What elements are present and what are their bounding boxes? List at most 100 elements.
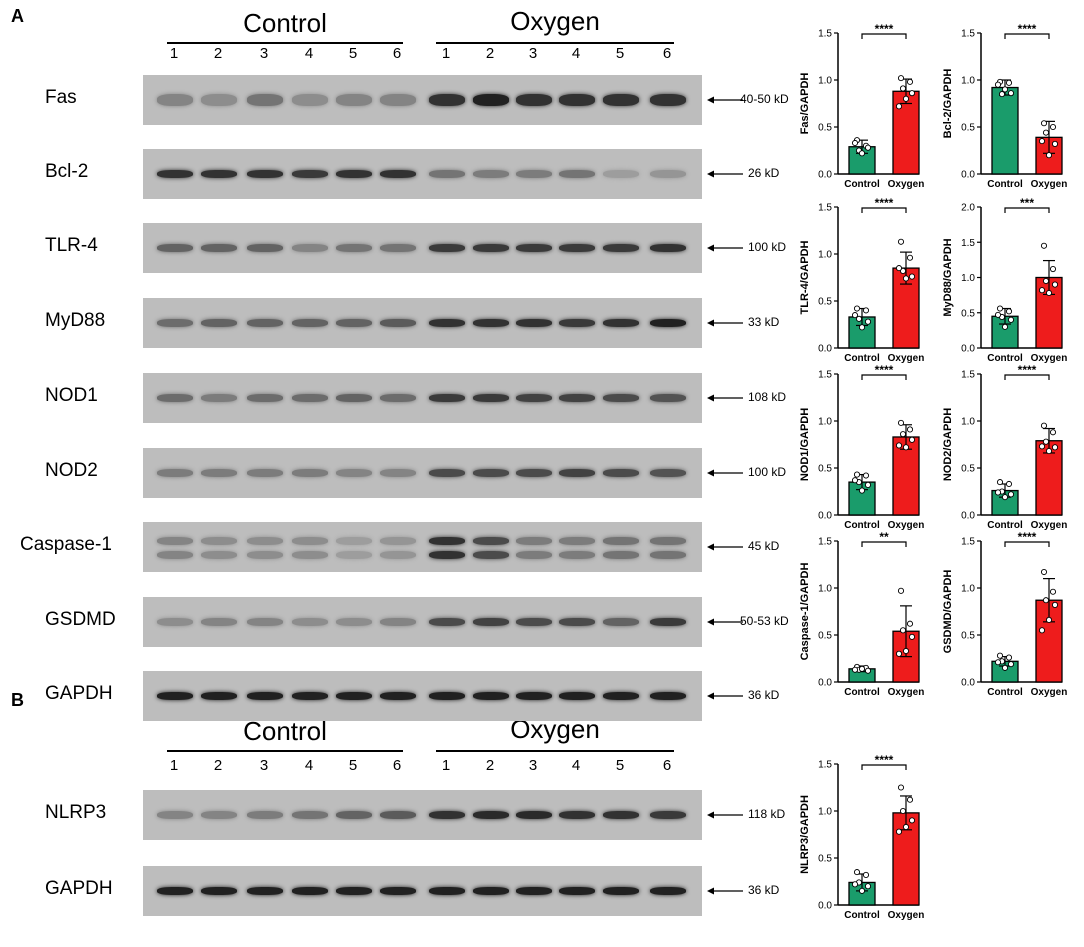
- data-point: [851, 477, 859, 484]
- data-point: [864, 481, 872, 488]
- y-axis-label: TLR-4/GAPDH: [799, 240, 811, 314]
- blot-band: [247, 537, 283, 545]
- protein-label: GAPDH: [45, 878, 113, 899]
- y-tick-label: 0.5: [961, 631, 975, 642]
- group-line-oxygen: [436, 42, 674, 44]
- blot-band: [516, 551, 552, 559]
- blot-band: [336, 319, 372, 327]
- lane-number: 6: [392, 757, 402, 774]
- blot-band: [336, 94, 372, 106]
- data-point: [1038, 138, 1046, 145]
- blot-band: [292, 692, 328, 700]
- significance-label: ****: [1018, 363, 1037, 377]
- data-point: [902, 275, 910, 282]
- bar-chart: 0.0 0.5 1.0 1.5 NOD2/GAPDH Control Oxygen ****: [942, 363, 1067, 531]
- data-point: [1040, 568, 1048, 576]
- lane-number: 6: [662, 45, 672, 62]
- blot-band: [201, 811, 237, 819]
- protein-label: TLR-4: [45, 235, 98, 256]
- bar-chart: 0.0 0.5 1.0 1.5 Bcl-2/GAPDH Control Oxygen ****: [942, 22, 1067, 190]
- lane-number: 2: [485, 45, 495, 62]
- blot-band: [157, 94, 193, 106]
- data-point: [858, 665, 866, 672]
- blot-strip: [143, 790, 702, 840]
- data-point: [1007, 316, 1015, 323]
- data-point: [1040, 422, 1048, 429]
- y-tick-label: 0.0: [818, 344, 832, 355]
- data-point: [851, 139, 859, 147]
- bar-chart: 0.0 0.5 1.0 1.5 2.0 MyD88/GAPDH Control Oxygen *…: [942, 196, 1067, 364]
- blot-band: [201, 319, 237, 327]
- blot-strip: [143, 597, 702, 647]
- data-point: [858, 324, 866, 331]
- blot-band: [516, 94, 552, 106]
- blot-band: [336, 244, 372, 252]
- y-tick-label: 1.0: [818, 807, 832, 818]
- blot-band: [473, 170, 509, 178]
- data-point: [851, 312, 859, 319]
- blot-band: [516, 811, 552, 819]
- lane-number: 2: [213, 757, 223, 774]
- data-point: [1045, 289, 1053, 297]
- y-tick-label: 0.5: [818, 123, 832, 134]
- y-tick-label: 1.5: [818, 537, 832, 548]
- data-point: [1007, 661, 1015, 668]
- arrow-left-icon: [707, 319, 743, 327]
- lane-number: 4: [571, 45, 581, 62]
- data-point: [864, 883, 872, 890]
- data-point: [1049, 123, 1057, 131]
- blot-band: [650, 170, 686, 178]
- data-point: [897, 587, 905, 594]
- blot-band: [559, 469, 595, 477]
- blot-band: [429, 551, 465, 559]
- data-point: [862, 871, 870, 878]
- blot-band: [429, 692, 465, 700]
- data-point: [895, 650, 903, 657]
- significance-bracket: [861, 207, 907, 213]
- significance-label: **: [879, 530, 889, 544]
- lane-number: 5: [348, 757, 358, 774]
- molecular-weight-label: 36 kD: [748, 688, 780, 702]
- blot-band: [559, 887, 595, 895]
- y-tick-label: 1.0: [818, 76, 832, 87]
- x-category-label: Oxygen: [888, 179, 925, 190]
- data-point: [1040, 242, 1048, 249]
- data-point: [855, 315, 863, 322]
- x-category-label: Control: [844, 910, 880, 921]
- data-point: [899, 85, 907, 92]
- lane-number: 5: [615, 45, 625, 62]
- y-tick-label: 0.0: [818, 170, 832, 181]
- blot-band: [201, 394, 237, 402]
- protein-label: MyD88: [45, 310, 106, 331]
- y-tick-label: 0.5: [961, 464, 975, 475]
- blot-band: [157, 618, 193, 626]
- significance-bracket: [1004, 33, 1050, 39]
- data-point: [1038, 443, 1046, 450]
- blot-band: [336, 811, 372, 819]
- data-point: [1045, 448, 1053, 455]
- x-category-label: Oxygen: [1031, 687, 1068, 698]
- y-axis-label: NOD1/GAPDH: [799, 408, 811, 481]
- blot-band: [247, 394, 283, 402]
- data-point: [853, 305, 861, 312]
- blot-band: [650, 244, 686, 252]
- lane-number: 5: [348, 45, 358, 62]
- blot-band: [292, 811, 328, 819]
- significance-bracket: [861, 764, 907, 770]
- blot-band: [603, 469, 639, 477]
- data-point: [1049, 588, 1057, 595]
- arrow-left-icon: [707, 96, 743, 104]
- blot-band: [473, 469, 509, 477]
- blot-band: [157, 811, 193, 819]
- blot-band: [559, 394, 595, 402]
- y-axis-label: GSDMD/GAPDH: [942, 570, 954, 654]
- blot-band: [157, 319, 193, 327]
- lane-number: 6: [662, 757, 672, 774]
- protein-label: NOD2: [45, 460, 98, 481]
- blot-strip: [143, 298, 702, 348]
- y-tick-label: 0.0: [818, 511, 832, 522]
- blot-strip: [143, 75, 702, 125]
- x-category-label: Control: [987, 687, 1023, 698]
- blot-band: [429, 618, 465, 626]
- x-category-label: Control: [844, 179, 880, 190]
